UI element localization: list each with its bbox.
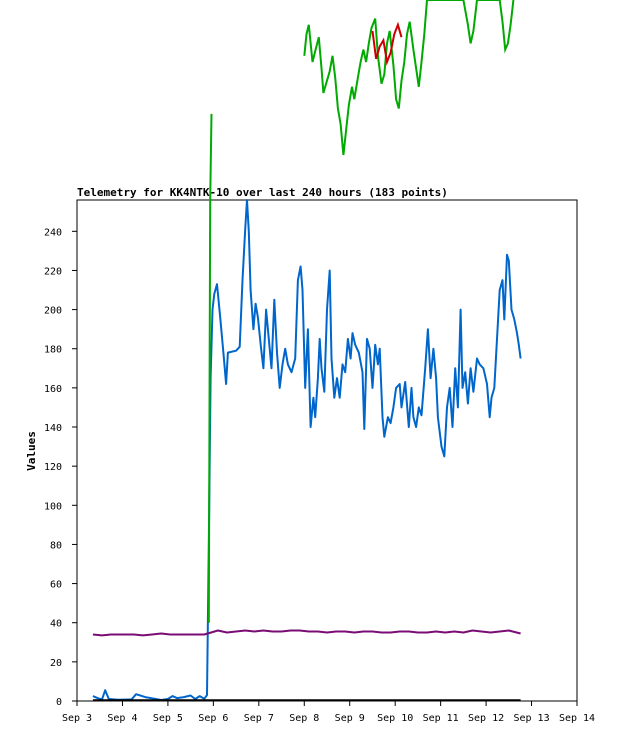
y-tick-label: 240	[44, 227, 62, 238]
y-tick-label: 120	[44, 462, 62, 473]
x-tick-label: Sep 5	[153, 713, 183, 724]
x-tick-label: Sep 9	[335, 713, 365, 724]
y-tick-label: 80	[50, 540, 62, 551]
x-tick-label: Sep 6	[198, 713, 228, 724]
y-tick-label: 60	[50, 580, 62, 591]
y-tick-label: 100	[44, 501, 62, 512]
x-tick-label: Sep 4	[107, 713, 137, 724]
overflow-line-2	[371, 21, 403, 66]
x-tick-label: Sep 7	[244, 713, 274, 724]
y-axis: 0 20 40 60 80 100 120 140 160 180 200 220 240	[44, 227, 77, 708]
y-tick-label: 220	[44, 266, 62, 277]
x-tick-label: Sep 12	[468, 713, 504, 724]
y-tick-label: 40	[50, 619, 62, 630]
x-tick-label: Sep 8	[289, 713, 319, 724]
series-line-4	[207, 113, 213, 623]
y-tick-label: 140	[44, 423, 62, 434]
y-axis-label: Values	[25, 431, 38, 471]
plot-frame	[76, 199, 578, 702]
series-layer	[92, 113, 522, 702]
series-line-2	[92, 629, 521, 637]
y-tick-label: 160	[44, 384, 62, 395]
x-tick-label: Sep 13	[513, 713, 549, 724]
x-tick-label: Sep 14	[559, 713, 595, 724]
overflow-traces	[303, 0, 515, 156]
x-tick-label: Sep 11	[423, 713, 459, 724]
x-axis: Sep 3 Sep 4 Sep 5 Sep 6 Sep 7 Sep 8 Sep 9 Sep 1…	[62, 701, 595, 724]
y-tick-label: 180	[44, 345, 62, 356]
x-tick-label: Sep 10	[377, 713, 413, 724]
overflow-line-1	[303, 0, 515, 156]
y-tick-label: 0	[56, 697, 62, 708]
x-tick-label: Sep 3	[62, 713, 92, 724]
y-tick-label: 20	[50, 658, 62, 669]
series-line-1	[92, 199, 522, 701]
y-tick-label: 200	[44, 306, 62, 317]
chart-title: Telemetry for KK4NTK-10 over last 240 ho…	[77, 186, 448, 199]
